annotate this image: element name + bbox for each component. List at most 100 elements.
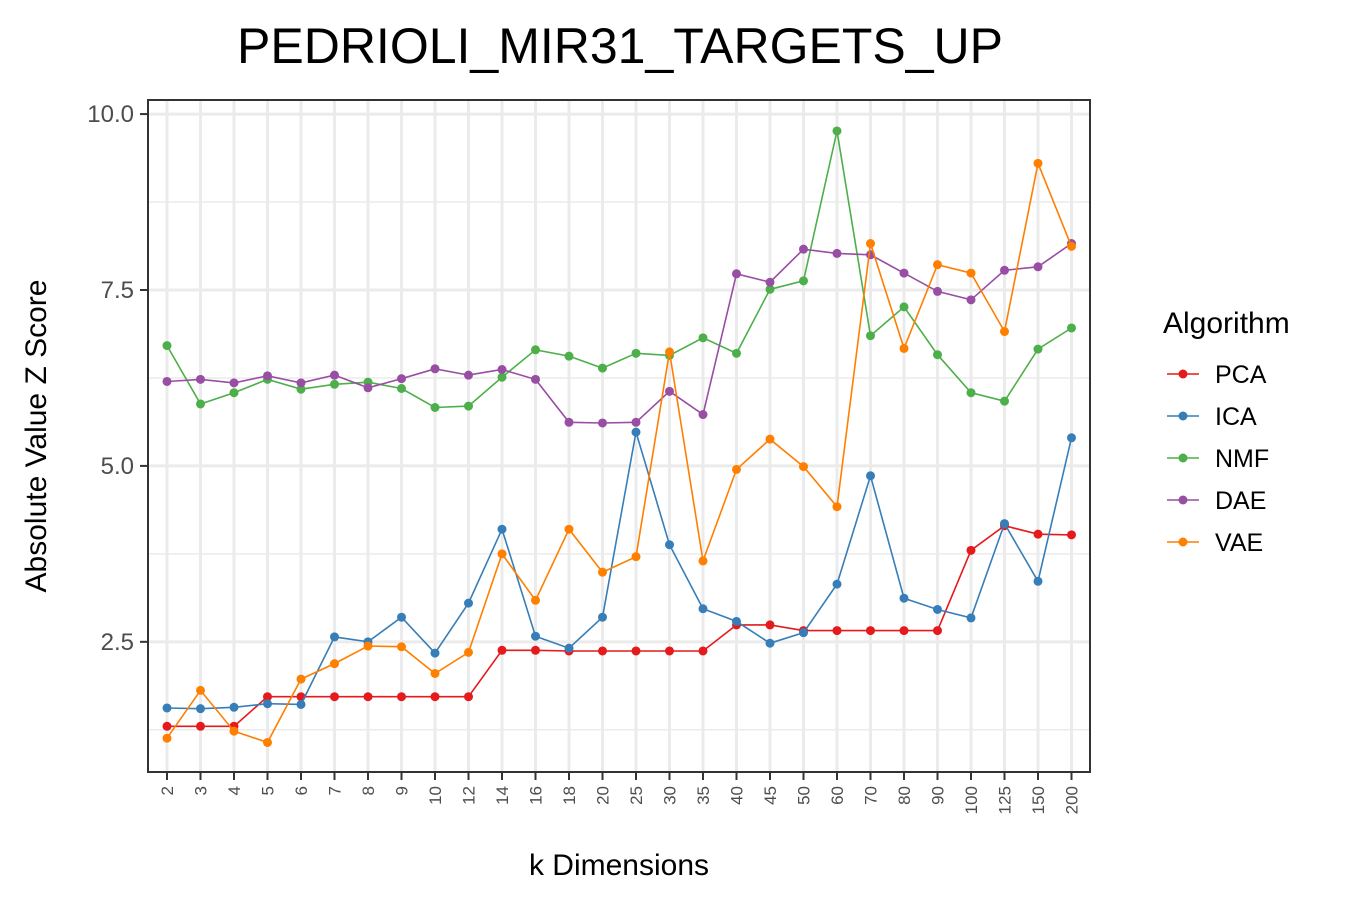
legend-title: Algorithm [1163, 307, 1290, 340]
x-tick-label: 80 [895, 786, 914, 805]
data-point-vae [698, 556, 708, 566]
legend: Algorithm PCA ICA NMF DAE VAE [1163, 307, 1290, 557]
legend-label-ica: ICA [1215, 403, 1257, 431]
legend-label-nmf: NMF [1215, 445, 1269, 473]
data-point-dae [933, 286, 942, 296]
y-axis: 2.5 5.0 7.5 10.0 [87, 101, 148, 656]
data-point-ica [330, 632, 339, 642]
x-tick-label: 2 [158, 786, 177, 795]
data-point-ica [1000, 519, 1009, 529]
data-point-nmf [1000, 396, 1009, 406]
x-tick-label: 125 [996, 786, 1015, 814]
x-tick-label: 9 [393, 786, 412, 795]
data-point-dae [196, 374, 205, 384]
y-tick-label: 2.5 [101, 629, 134, 656]
data-point-ica [732, 616, 741, 626]
data-point-pca [464, 692, 473, 702]
data-point-pca [196, 721, 205, 731]
x-tick-label: 200 [1063, 786, 1082, 814]
data-point-dae [296, 378, 306, 388]
legend-label-dae: DAE [1215, 487, 1266, 515]
data-point-nmf [866, 331, 875, 341]
data-point-nmf [531, 345, 540, 355]
data-point-dae [497, 365, 507, 375]
data-point-ica [430, 648, 440, 658]
data-point-vae [564, 524, 574, 534]
data-point-vae [196, 685, 205, 695]
data-point-ica [631, 427, 641, 437]
x-tick-label: 100 [962, 786, 981, 814]
data-point-dae [1033, 262, 1043, 272]
data-point-dae [229, 378, 239, 388]
y-axis-title: Absolute Value Z Score [20, 280, 53, 593]
x-tick-label: 45 [761, 786, 780, 805]
data-point-nmf [296, 384, 306, 394]
data-point-ica [966, 613, 976, 623]
data-point-ica [866, 471, 875, 481]
data-point-ica [531, 631, 540, 641]
data-point-ica [497, 524, 507, 534]
x-tick-label: 90 [929, 786, 948, 805]
data-point-pca [162, 721, 172, 731]
data-point-ica [196, 704, 205, 714]
data-point-vae [263, 737, 272, 747]
x-axis: 2 3 4 5 6 7 8 9 10 12 14 16 18 20 25 30 35 40 45 50 60 70 80 90… [158, 772, 1082, 814]
data-point-pca [598, 646, 607, 656]
data-point-vae [430, 668, 440, 678]
data-point-vae [229, 726, 239, 736]
data-point-ica [832, 579, 842, 589]
data-point-nmf [899, 302, 909, 312]
data-point-dae [899, 268, 909, 278]
data-point-vae [1000, 327, 1009, 337]
x-tick-label: 25 [627, 786, 646, 805]
data-point-nmf [732, 348, 741, 358]
data-point-dae [698, 410, 708, 420]
legend-marker-vae [1178, 537, 1188, 547]
data-point-nmf [832, 126, 842, 136]
data-point-ica [665, 540, 674, 550]
data-point-nmf [397, 384, 406, 394]
data-point-nmf [933, 350, 942, 360]
series-layer [162, 126, 1076, 747]
series-line-dae [166, 242, 1072, 424]
data-point-vae [162, 733, 172, 743]
data-point-nmf [966, 388, 976, 398]
data-point-dae [665, 386, 674, 396]
data-point-vae [631, 552, 641, 562]
data-point-nmf [196, 399, 205, 409]
data-point-nmf [430, 403, 440, 413]
data-point-pca [1067, 530, 1076, 540]
data-point-ica [296, 699, 306, 709]
data-point-dae [162, 376, 172, 386]
x-tick-label: 3 [192, 786, 211, 795]
x-tick-label: 18 [560, 786, 579, 805]
x-tick-label: 40 [728, 786, 747, 805]
data-point-ica [765, 638, 775, 648]
legend-marker-dae [1178, 495, 1188, 505]
data-point-vae [531, 595, 540, 605]
legend-item-vae: VAE [1167, 529, 1263, 557]
series-pca [162, 521, 1076, 731]
series-line-pca [167, 524, 1072, 728]
data-point-vae [598, 567, 607, 577]
data-point-pca [330, 692, 339, 702]
data-point-dae [631, 417, 641, 427]
data-point-ica [162, 703, 172, 713]
data-point-vae [732, 464, 741, 474]
data-point-ica [933, 604, 942, 614]
data-point-dae [832, 248, 842, 258]
data-point-pca [631, 646, 641, 656]
data-point-dae [464, 370, 473, 380]
data-point-ica [698, 604, 708, 614]
data-point-vae [966, 268, 976, 278]
legend-item-dae: DAE [1167, 487, 1266, 515]
data-point-dae [397, 374, 406, 384]
data-point-nmf [631, 348, 641, 358]
series-line-ica [166, 431, 1073, 710]
x-tick-label: 35 [694, 786, 713, 805]
legend-marker-nmf [1178, 453, 1188, 463]
data-point-vae [933, 260, 942, 270]
data-point-ica [799, 628, 808, 638]
data-point-vae [330, 659, 339, 669]
data-point-vae [296, 674, 306, 684]
